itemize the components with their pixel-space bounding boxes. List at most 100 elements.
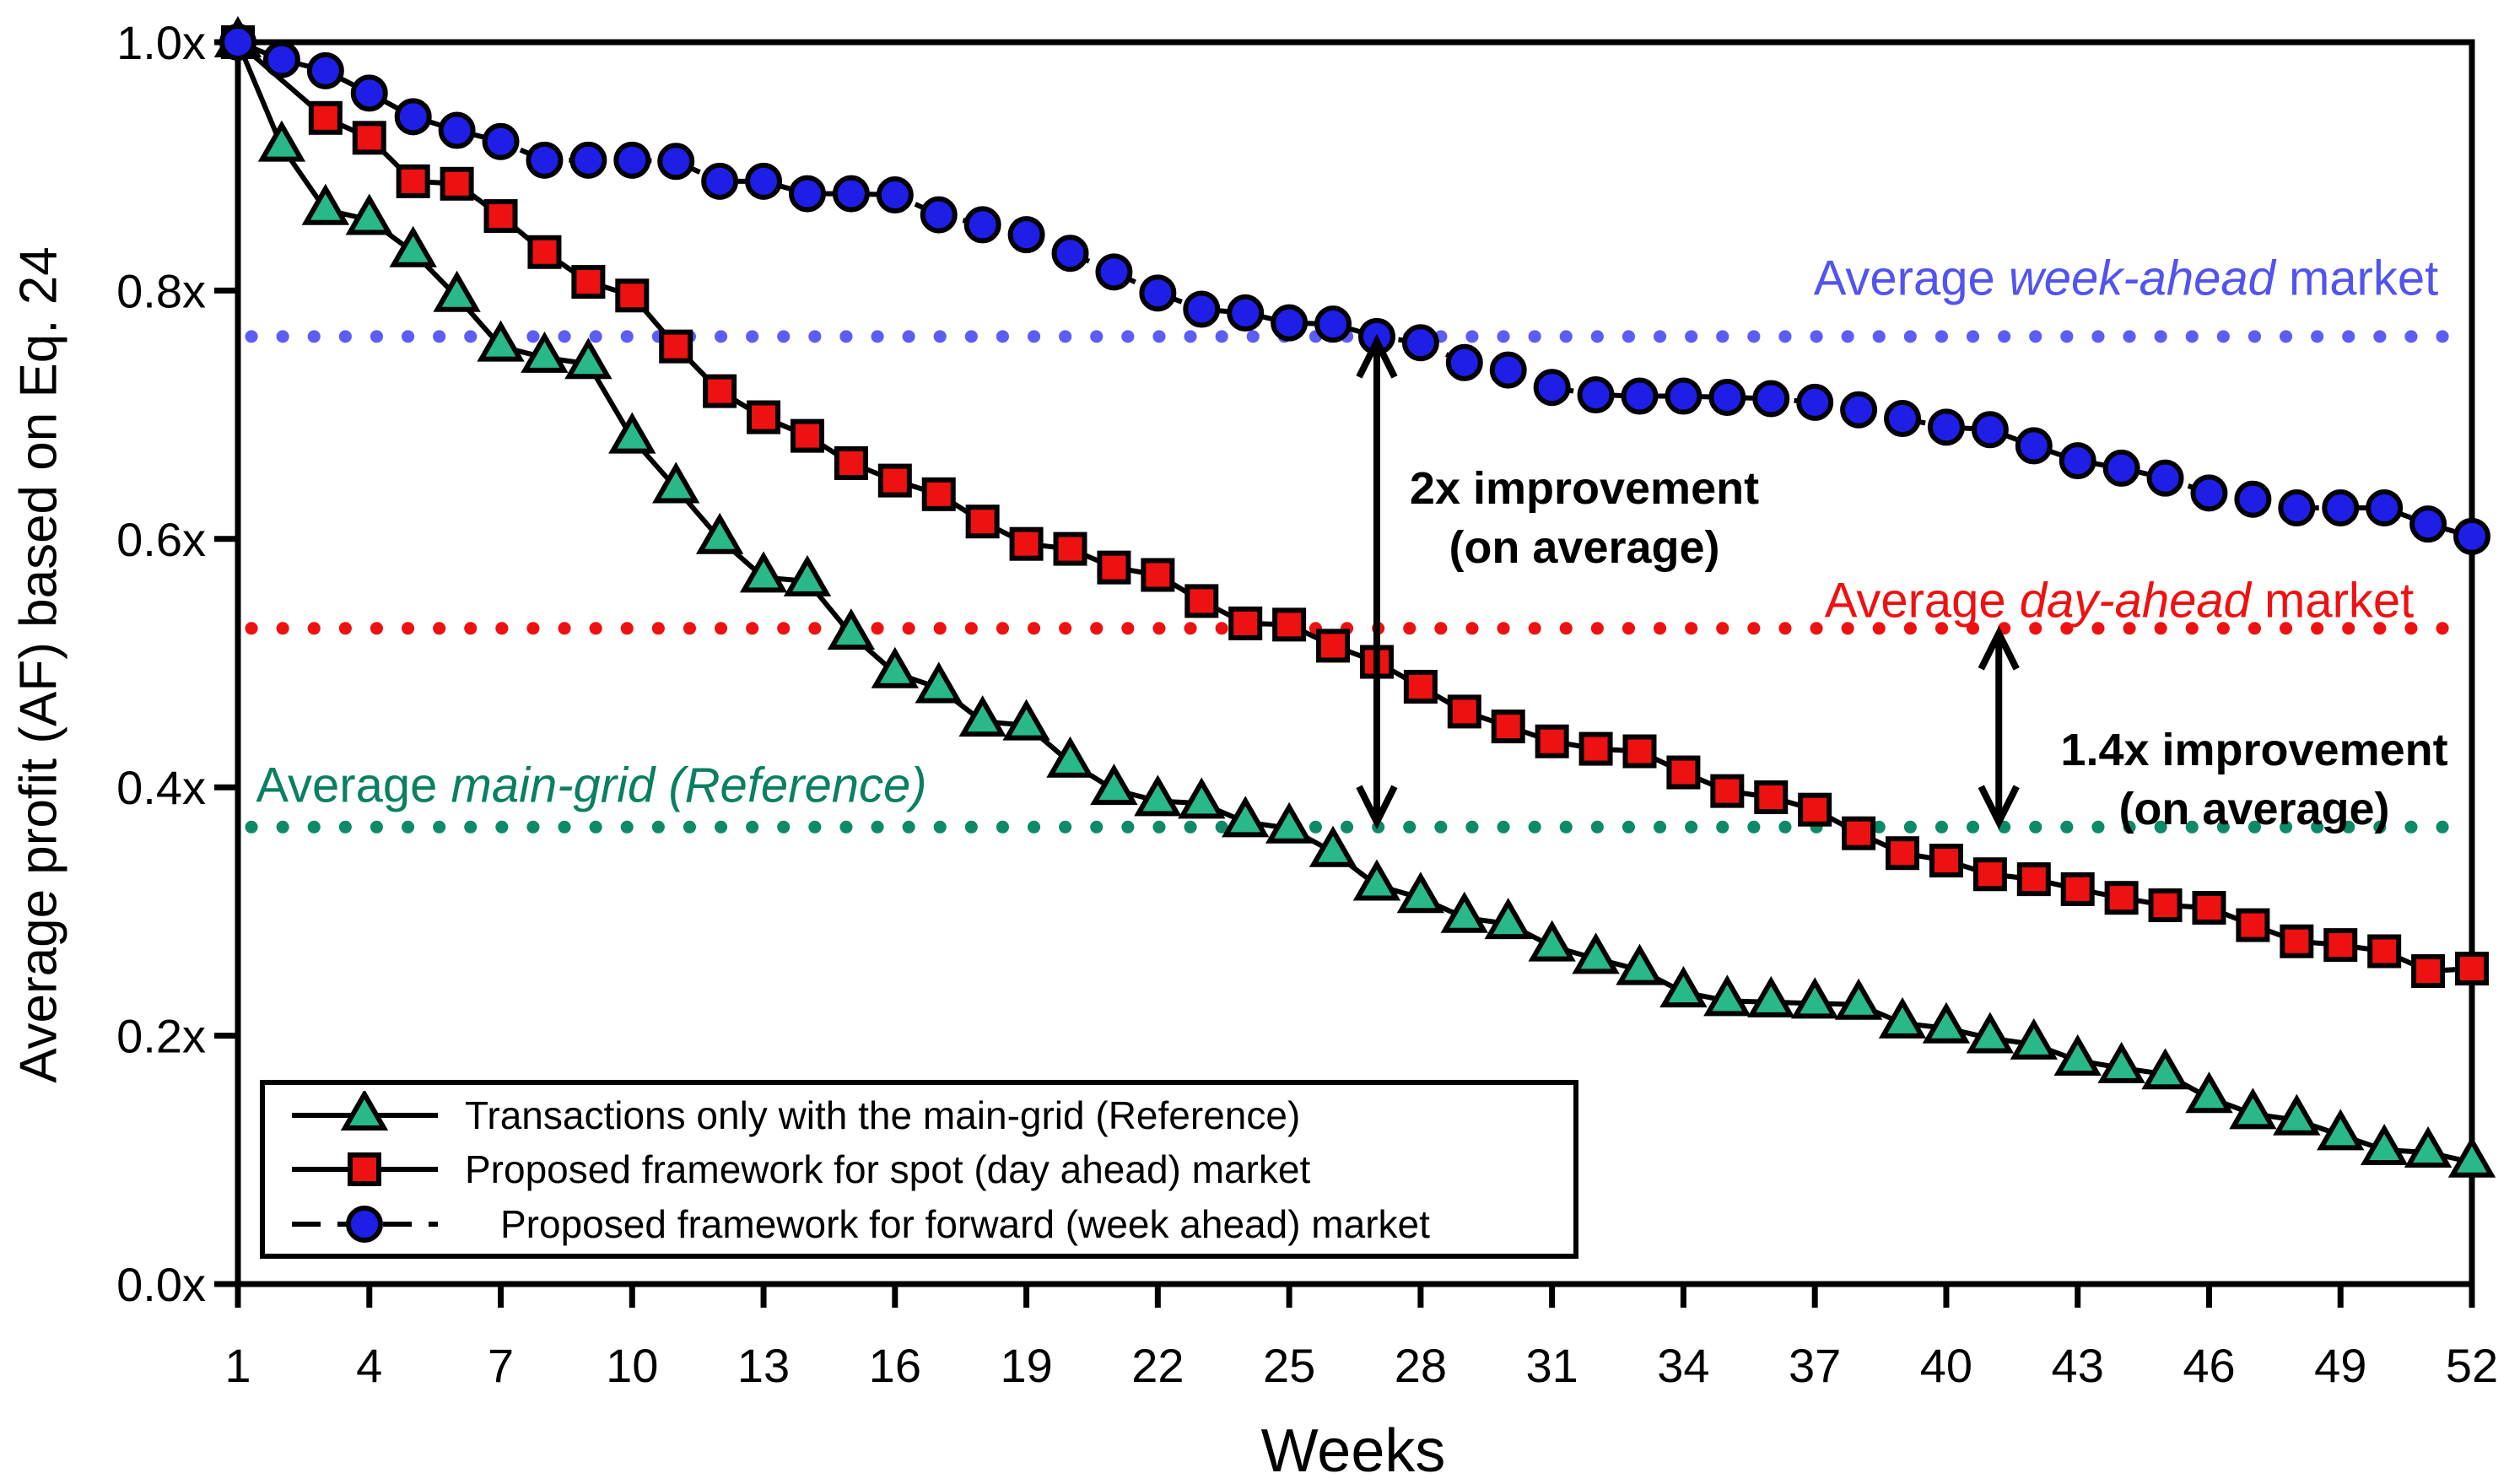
y-tick-label: 0.4x [116,761,206,814]
data-point-triangle [2053,1034,2102,1077]
data-point-square [965,505,1000,539]
data-point-circle [701,162,739,200]
data-point-triangle [1528,920,1576,962]
data-point-triangle [739,551,788,593]
y-tick-label: 0.0x [116,1258,206,1311]
data-point-square [1754,780,1789,814]
data-point-triangle [1484,898,1532,940]
data-point-square [2367,934,2402,969]
x-tick-label: 4 [356,1339,382,1392]
data-point-triangle [2185,1071,2233,1114]
data-point-circle [1840,391,1878,429]
data-point-square [1972,857,2007,892]
annotation-line: 1.4x improvement [2060,725,2448,775]
data-point-triangle [783,554,832,596]
data-point-circle [1227,294,1265,332]
data-point-triangle [389,225,437,267]
legend-item-label: Proposed framework for spot (day ahead) … [465,1147,1311,1191]
data-point-square [2060,872,2095,906]
data-point-circle [788,175,826,213]
data-point-circle [394,98,432,136]
data-point-square [1316,629,1351,663]
data-point-square [527,235,562,269]
annotation-1-4x-improvement: 1.4x improvement (on average) [2060,720,2447,839]
data-point-circle [2146,459,2184,497]
data-point-square [352,121,386,155]
data-point-square [703,374,737,408]
data-point-triangle [340,1090,389,1131]
data-point-circle [2278,489,2316,526]
data-point-triangle [2273,1093,2321,1136]
x-tick-label: 46 [2183,1339,2235,1392]
data-point-circle [832,175,870,213]
x-tick-label: 10 [606,1339,658,1392]
legend-item: Transactions only with the main-grid (Re… [287,1090,1573,1140]
label-text: market [2250,573,2415,629]
y-axis-title: Average profit (AF) based on Eq. 24 [9,246,68,1083]
data-point-circle [2234,480,2272,518]
legend-item: Proposed framework for spot (day ahead) … [287,1145,1573,1194]
data-point-circle [1708,378,1746,416]
data-point-circle [1489,351,1527,389]
data-point-circle [963,206,1001,244]
data-point-square [1929,844,1963,878]
data-point-square [1798,792,1832,827]
data-point-circle [306,51,344,89]
data-point-circle [2102,449,2140,487]
legend-item-label: Proposed framework for forward (week ahe… [500,1201,1430,1246]
data-point-circle [1095,253,1133,291]
data-point-triangle [1878,996,1927,1039]
data-point-square [571,265,606,299]
data-point-square [2455,952,2489,986]
data-point-circle [219,24,256,61]
data-point-square [1447,694,1481,729]
data-point-triangle [2010,1017,2058,1060]
data-point-triangle [1922,1001,1971,1044]
data-point-circle [1621,377,1659,415]
data-point-circle [1927,408,1965,446]
x-tick-label: 28 [1395,1339,1447,1392]
data-point-triangle [2404,1125,2453,1168]
data-point-circle [2366,489,2404,526]
data-point-circle [1971,411,2009,449]
data-point-triangle [2317,1109,2365,1151]
annotation-2x-improvement: 2x improvement (on average) [1410,459,1759,577]
x-tick-label: 37 [1789,1339,1841,1392]
arrow-improvement_1_4x [1978,625,2020,830]
data-point-circle [350,74,388,112]
y-tick-label: 0.8x [116,264,206,317]
legend-sample-square-icon [292,1152,438,1186]
data-point-circle [526,141,564,179]
data-point-triangle [1966,1012,2015,1054]
y-tick-label: 1.0x [116,16,206,69]
x-tick-label: 43 [2052,1339,2104,1392]
data-point-circle [1314,305,1352,343]
x-tick-label: 13 [737,1339,790,1392]
day-ahead-line-label: Average day-ahead market [1825,573,2415,629]
data-point-square [1491,710,1525,744]
data-point-square [1535,724,1569,758]
data-point-circle [1796,383,1834,421]
series-line [235,40,2473,1165]
series [213,15,2496,1178]
x-tick-label: 25 [1263,1339,1315,1392]
data-point-triangle [827,608,876,650]
data-point-circle [2322,489,2360,526]
data-point-triangle [1222,796,1270,838]
data-point-circle [1139,274,1177,312]
x-tick-label: 34 [1657,1339,1709,1392]
data-point-square [1097,550,1131,585]
data-point-triangle [433,270,481,312]
data-point-square [834,446,868,481]
data-point-circle [745,162,783,200]
label-text: Average [1813,251,2009,306]
data-point-circle [482,122,520,160]
data-point-square [1666,755,1701,790]
data-point-square [1842,816,1876,850]
data-point-square [1184,584,1219,618]
data-point-square [2411,954,2446,989]
x-tick-label: 16 [869,1339,921,1392]
data-point-circle [657,143,695,181]
data-point-triangle [521,331,569,373]
